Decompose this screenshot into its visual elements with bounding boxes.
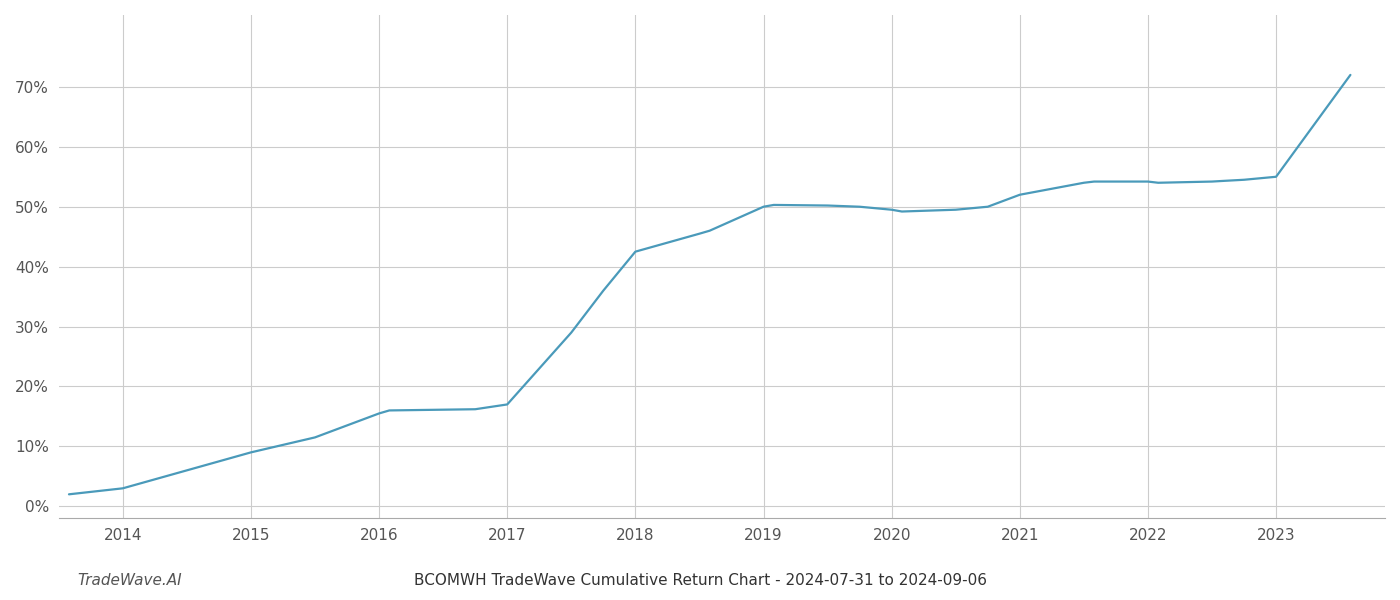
Text: TradeWave.AI: TradeWave.AI (77, 573, 182, 588)
Text: BCOMWH TradeWave Cumulative Return Chart - 2024-07-31 to 2024-09-06: BCOMWH TradeWave Cumulative Return Chart… (413, 573, 987, 588)
